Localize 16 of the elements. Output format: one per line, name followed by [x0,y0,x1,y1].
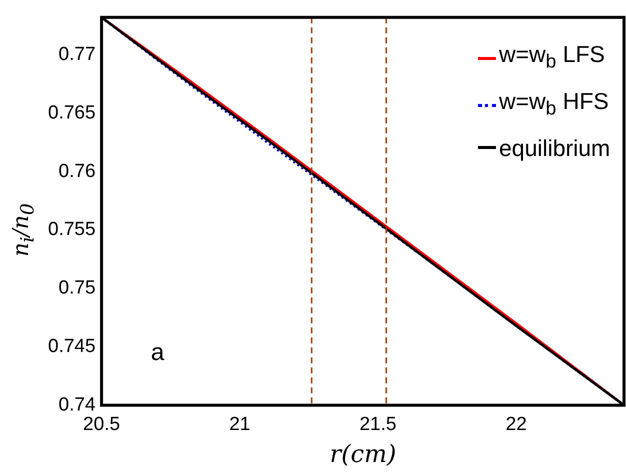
legend-label: w=w$_{b}$ LFS [499,40,605,75]
y-tick-label: 0.77 [58,44,96,66]
y-tick-label: 0.74 [58,394,96,416]
annotation: a [150,339,165,366]
x-tick-label: 21.5 [359,414,396,435]
x-axis-title: r(cm) [328,440,398,468]
y-tick-label: 0.755 [48,219,96,240]
y-tick-label: 0.745 [48,336,96,358]
x-tick-label: 22 [506,414,527,435]
legend-label: equilibrium [499,134,610,163]
y-tick-label: 0.75 [58,278,96,299]
y-tick-label: 0.76 [58,160,96,182]
y-tick-label: 0.765 [48,102,96,124]
x-tick-label: 20.5 [83,414,120,435]
legend-label: w=w$_{b}$ HFS [499,86,609,122]
x-tick-label: 21 [229,414,250,435]
